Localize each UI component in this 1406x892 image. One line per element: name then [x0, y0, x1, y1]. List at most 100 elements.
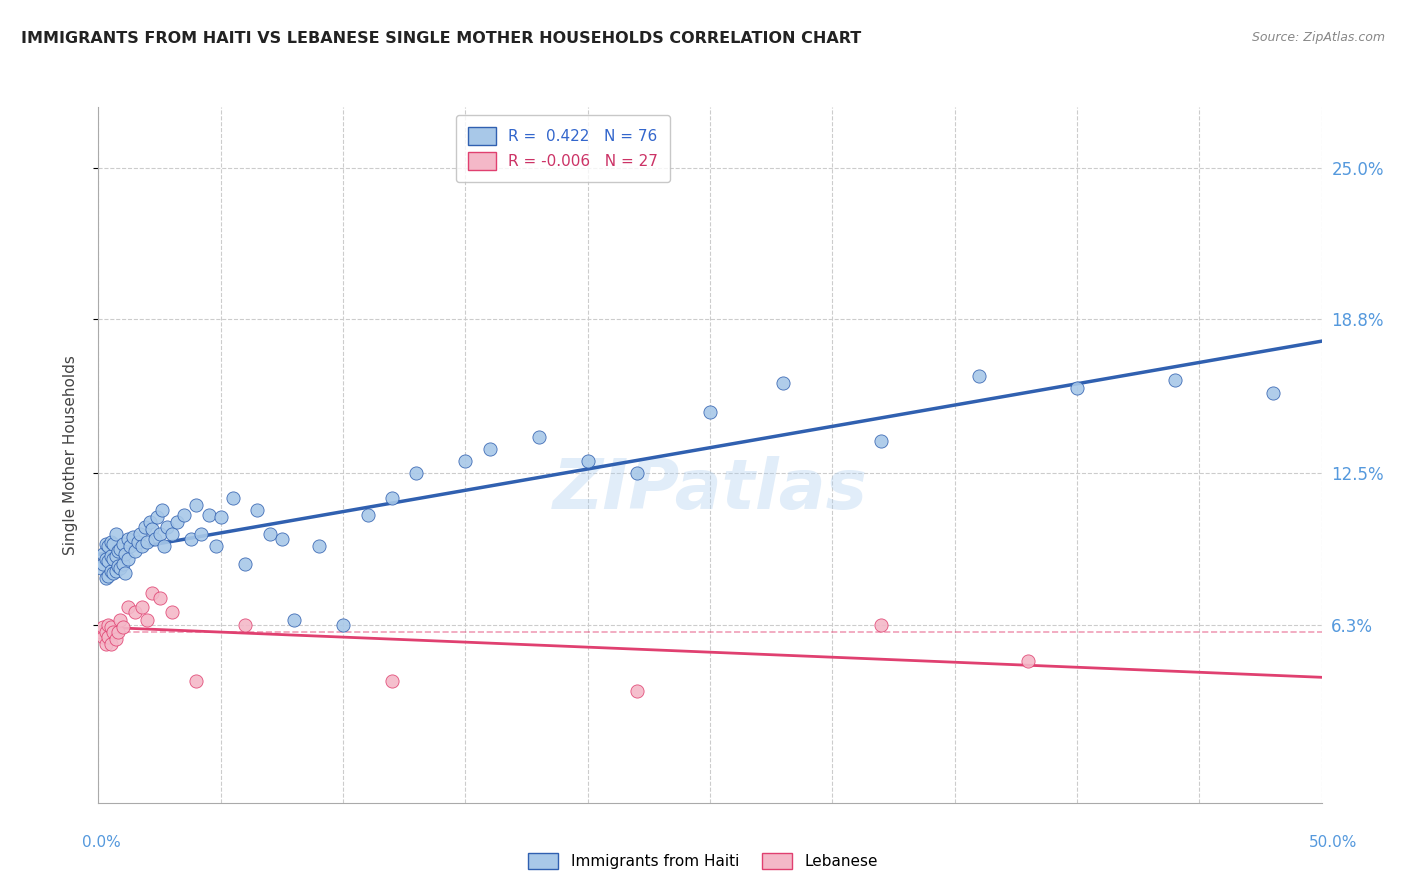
Point	[270, 532, 294, 546]
Point	[129, 527, 152, 541]
Point	[97, 630, 120, 644]
Point	[91, 620, 114, 634]
Point	[1066, 381, 1088, 395]
Point	[173, 508, 195, 522]
Text: ZIPatlas: ZIPatlas	[553, 456, 868, 524]
Point	[870, 617, 893, 632]
Point	[100, 534, 122, 549]
Point	[146, 510, 169, 524]
Point	[90, 561, 112, 575]
Point	[222, 491, 245, 505]
Point	[246, 503, 269, 517]
Point	[180, 532, 202, 546]
Point	[104, 527, 127, 541]
Point	[153, 540, 176, 554]
Point	[332, 617, 354, 632]
Point	[166, 515, 188, 529]
Point	[283, 613, 305, 627]
Legend: Immigrants from Haiti, Lebanese: Immigrants from Haiti, Lebanese	[522, 847, 884, 875]
Point	[91, 547, 114, 561]
Point	[124, 544, 146, 558]
Point	[104, 564, 127, 578]
Point	[186, 498, 208, 512]
Point	[100, 549, 122, 564]
Point	[626, 683, 648, 698]
Point	[308, 540, 330, 554]
Point	[356, 508, 378, 522]
Point	[94, 537, 117, 551]
Point	[110, 561, 132, 575]
Y-axis label: Single Mother Households: Single Mother Households	[63, 355, 77, 555]
Point	[527, 429, 550, 443]
Point	[101, 624, 124, 639]
Point	[110, 541, 132, 556]
Point	[381, 673, 404, 688]
Point	[94, 551, 117, 566]
Point	[205, 540, 228, 554]
Point	[233, 557, 256, 571]
Point	[104, 632, 127, 647]
Point	[117, 551, 139, 566]
Point	[104, 549, 127, 564]
Point	[136, 534, 159, 549]
Point	[94, 571, 117, 585]
Point	[100, 620, 122, 634]
Point	[97, 554, 120, 568]
Point	[94, 624, 117, 639]
Point	[131, 540, 153, 554]
Point	[97, 568, 120, 582]
Point	[699, 405, 721, 419]
Text: IMMIGRANTS FROM HAITI VS LEBANESE SINGLE MOTHER HOUSEHOLDS CORRELATION CHART: IMMIGRANTS FROM HAITI VS LEBANESE SINGLE…	[21, 31, 862, 46]
Point	[405, 467, 427, 481]
Point	[107, 559, 129, 574]
Point	[107, 624, 129, 639]
Point	[381, 491, 404, 505]
Point	[97, 540, 120, 554]
Point	[454, 454, 477, 468]
Point	[197, 508, 219, 522]
Point	[111, 537, 134, 551]
Point	[97, 617, 120, 632]
Point	[90, 624, 112, 639]
Point	[190, 527, 212, 541]
Point	[111, 620, 134, 634]
Point	[160, 606, 183, 620]
Point	[110, 613, 132, 627]
Point	[141, 586, 163, 600]
Point	[94, 637, 117, 651]
Point	[117, 532, 139, 546]
Point	[478, 442, 501, 456]
Point	[91, 630, 114, 644]
Point	[131, 600, 153, 615]
Point	[160, 527, 183, 541]
Text: 0.0%: 0.0%	[82, 836, 121, 850]
Point	[967, 368, 990, 383]
Point	[100, 564, 122, 578]
Point	[111, 557, 134, 571]
Point	[127, 534, 149, 549]
Point	[91, 557, 114, 571]
Point	[121, 530, 143, 544]
Point	[150, 503, 173, 517]
Point	[117, 600, 139, 615]
Point	[139, 515, 162, 529]
Point	[101, 551, 124, 566]
Point	[143, 532, 166, 546]
Legend: R =  0.422   N = 76, R = -0.006   N = 27: R = 0.422 N = 76, R = -0.006 N = 27	[456, 115, 671, 182]
Point	[149, 591, 172, 605]
Text: Source: ZipAtlas.com: Source: ZipAtlas.com	[1251, 31, 1385, 45]
Point	[1017, 654, 1039, 668]
Point	[209, 510, 232, 524]
Text: 50.0%: 50.0%	[1309, 836, 1357, 850]
Point	[870, 434, 893, 449]
Point	[186, 673, 208, 688]
Point	[1164, 374, 1187, 388]
Point	[576, 454, 599, 468]
Point	[149, 527, 172, 541]
Point	[156, 520, 179, 534]
Point	[141, 522, 163, 536]
Point	[772, 376, 794, 390]
Point	[136, 613, 159, 627]
Point	[120, 540, 142, 554]
Point	[124, 606, 146, 620]
